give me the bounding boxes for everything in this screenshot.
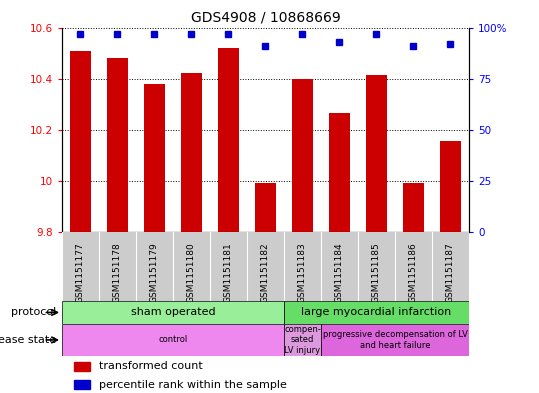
Text: protocol: protocol [11,307,57,318]
Text: GSM1151178: GSM1151178 [113,242,122,303]
Text: transformed count: transformed count [99,361,202,371]
Bar [70,50,91,232]
Text: GSM1151184: GSM1151184 [335,242,344,303]
Text: GSM1151185: GSM1151185 [372,242,381,303]
Title: GDS4908 / 10868669: GDS4908 / 10868669 [191,11,340,25]
Bar [74,362,91,371]
Bar [218,48,239,232]
Text: large myocardial infarction: large myocardial infarction [301,307,452,318]
Bar [107,58,128,232]
Bar [62,324,284,356]
Bar [255,183,275,232]
Text: GSM1151179: GSM1151179 [150,242,159,303]
Bar [367,75,386,232]
Bar [74,380,91,389]
Text: compen-
sated
LV injury: compen- sated LV injury [284,325,321,355]
Text: GSM1151177: GSM1151177 [76,242,85,303]
Bar [144,84,164,232]
Text: GSM1151180: GSM1151180 [187,242,196,303]
Bar [62,301,284,324]
Text: control: control [158,336,188,344]
Bar [181,73,202,232]
Text: percentile rank within the sample: percentile rank within the sample [99,380,287,390]
Bar [292,79,313,232]
Text: GSM1151186: GSM1151186 [409,242,418,303]
Text: GSM1151183: GSM1151183 [298,242,307,303]
Text: GSM1151187: GSM1151187 [446,242,455,303]
Text: GSM1151182: GSM1151182 [261,242,270,303]
Text: progressive decompensation of LV
and heart failure: progressive decompensation of LV and hea… [322,330,467,350]
Text: sham operated: sham operated [130,307,215,318]
Text: GSM1151181: GSM1151181 [224,242,233,303]
Bar [321,324,469,356]
Bar [284,301,469,324]
Text: disease state: disease state [0,335,57,345]
Bar [329,113,350,232]
Bar [284,324,321,356]
Bar [440,141,461,232]
Bar [403,183,424,232]
